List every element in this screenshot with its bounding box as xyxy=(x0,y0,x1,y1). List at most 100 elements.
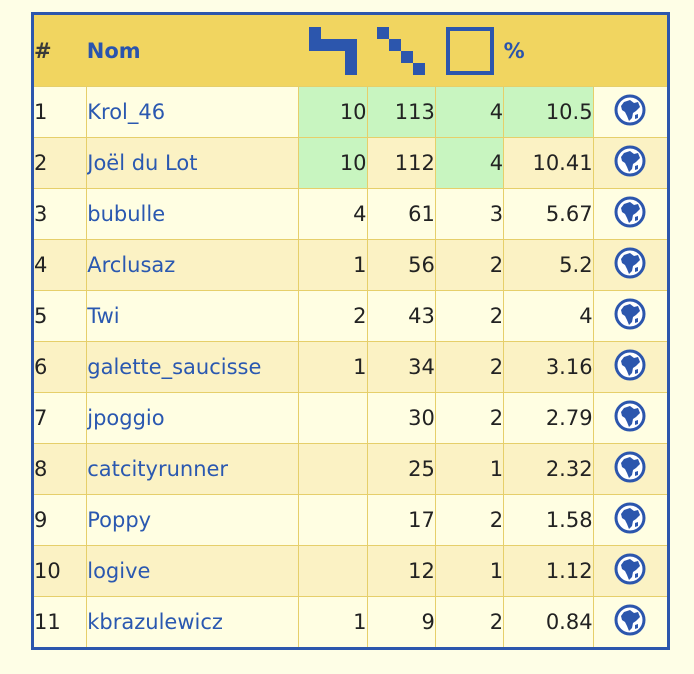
tetromino-count xyxy=(298,494,368,546)
globe-icon[interactable] xyxy=(614,349,646,386)
player-name-link[interactable]: Twi xyxy=(86,290,300,342)
rank-header: # xyxy=(32,13,87,87)
globe-icon[interactable] xyxy=(614,451,646,488)
tetromino-count: 1 xyxy=(298,239,368,291)
player-name-link[interactable]: bubulle xyxy=(86,188,300,240)
player-name-link[interactable]: Krol_46 xyxy=(86,86,300,138)
globe-cell xyxy=(592,494,670,546)
square-count: 2 xyxy=(434,290,505,342)
percent-value: 10.41 xyxy=(503,137,594,189)
square-count: 4 xyxy=(434,86,505,138)
square-count: 2 xyxy=(434,494,505,546)
globe-cell xyxy=(592,86,670,138)
staircase-count: 61 xyxy=(366,188,436,240)
player-name-link[interactable]: logive xyxy=(86,545,300,597)
ranking-table: # Nom xyxy=(31,12,670,650)
table-row: 2 Joël du Lot 10 112 4 10.41 xyxy=(31,137,670,189)
name-header: Nom xyxy=(86,13,299,87)
globe-icon[interactable] xyxy=(614,502,646,539)
staircase-count: 56 xyxy=(366,239,436,291)
staircase-count: 17 xyxy=(366,494,436,546)
player-name-link[interactable]: kbrazulewicz xyxy=(86,596,300,649)
tetromino-header xyxy=(298,13,368,87)
tetromino-count: 4 xyxy=(298,188,368,240)
table-row: 4 Arclusaz 1 56 2 5.2 xyxy=(31,239,670,291)
globe-icon[interactable] xyxy=(614,400,646,437)
tetromino-count: 10 xyxy=(298,137,368,189)
staircase-shape-icon xyxy=(367,26,435,75)
percent-value: 5.2 xyxy=(503,239,594,291)
table-row: 3 bubulle 4 61 3 5.67 xyxy=(31,188,670,240)
percent-value: 0.84 xyxy=(503,596,594,649)
table-row: 9 Poppy 17 2 1.58 xyxy=(31,494,670,546)
globe-cell xyxy=(592,290,670,342)
globe-icon[interactable] xyxy=(614,196,646,233)
staircase-header xyxy=(367,13,436,87)
tetromino-count: 10 xyxy=(298,86,368,138)
square-count: 1 xyxy=(434,545,505,597)
square-count: 2 xyxy=(434,596,505,649)
rank-cell: 11 xyxy=(31,596,88,649)
globe-cell xyxy=(592,443,670,495)
player-name-link[interactable]: jpoggio xyxy=(86,392,300,444)
rank-cell: 1 xyxy=(31,86,88,138)
staircase-count: 12 xyxy=(366,545,436,597)
square-count: 2 xyxy=(434,341,505,393)
staircase-count: 43 xyxy=(366,290,436,342)
globe-cell xyxy=(592,188,670,240)
square-count: 4 xyxy=(434,137,505,189)
square-count: 3 xyxy=(434,188,505,240)
percent-value: 10.5 xyxy=(503,86,594,138)
rank-cell: 2 xyxy=(31,137,88,189)
percent-value: 1.58 xyxy=(503,494,594,546)
percent-value: 1.12 xyxy=(503,545,594,597)
rank-cell: 10 xyxy=(31,545,88,597)
staircase-count: 30 xyxy=(366,392,436,444)
globe-cell xyxy=(592,137,670,189)
rank-cell: 8 xyxy=(31,443,88,495)
player-name-link[interactable]: Joël du Lot xyxy=(86,137,300,189)
table-row: 1 Krol_46 10 113 4 10.5 xyxy=(31,86,670,138)
globe-cell xyxy=(592,239,670,291)
percent-value: 3.16 xyxy=(503,341,594,393)
globe-cell xyxy=(592,545,670,597)
player-name-link[interactable]: catcityrunner xyxy=(86,443,300,495)
percent-value: 5.67 xyxy=(503,188,594,240)
table-row: 8 catcityrunner 25 1 2.32 xyxy=(31,443,670,495)
square-header xyxy=(435,13,504,87)
percent-header: % xyxy=(503,13,594,87)
player-name-link[interactable]: Poppy xyxy=(86,494,300,546)
rank-cell: 7 xyxy=(31,392,88,444)
tetromino-count: 1 xyxy=(298,596,368,649)
rank-cell: 4 xyxy=(31,239,88,291)
percent-value: 4 xyxy=(503,290,594,342)
globe-icon[interactable] xyxy=(614,604,646,641)
player-name-link[interactable]: Arclusaz xyxy=(86,239,300,291)
percent-value: 2.32 xyxy=(503,443,594,495)
rank-cell: 9 xyxy=(31,494,88,546)
rank-cell: 6 xyxy=(31,341,88,393)
globe-icon[interactable] xyxy=(614,145,646,182)
square-count: 2 xyxy=(434,392,505,444)
globe-icon[interactable] xyxy=(614,553,646,590)
globe-cell xyxy=(592,392,670,444)
globe-icon[interactable] xyxy=(614,298,646,335)
staircase-count: 34 xyxy=(366,341,436,393)
empty-square-icon xyxy=(435,26,503,75)
globe-icon[interactable] xyxy=(614,247,646,284)
table-row: 6 galette_saucisse 1 34 2 3.16 xyxy=(31,341,670,393)
rank-cell: 3 xyxy=(31,188,88,240)
globe-header xyxy=(593,13,669,87)
staircase-count: 9 xyxy=(366,596,436,649)
table-row: 10 logive 12 1 1.12 xyxy=(31,545,670,597)
square-count: 2 xyxy=(434,239,505,291)
player-name-link[interactable]: galette_saucisse xyxy=(86,341,300,393)
rank-cell: 5 xyxy=(31,290,88,342)
tetromino-count xyxy=(298,392,368,444)
tetromino-shape-icon xyxy=(299,26,367,75)
globe-icon[interactable] xyxy=(614,94,646,131)
tetromino-count xyxy=(298,545,368,597)
staircase-count: 113 xyxy=(366,86,436,138)
square-count: 1 xyxy=(434,443,505,495)
table-row: 7 jpoggio 30 2 2.79 xyxy=(31,392,670,444)
